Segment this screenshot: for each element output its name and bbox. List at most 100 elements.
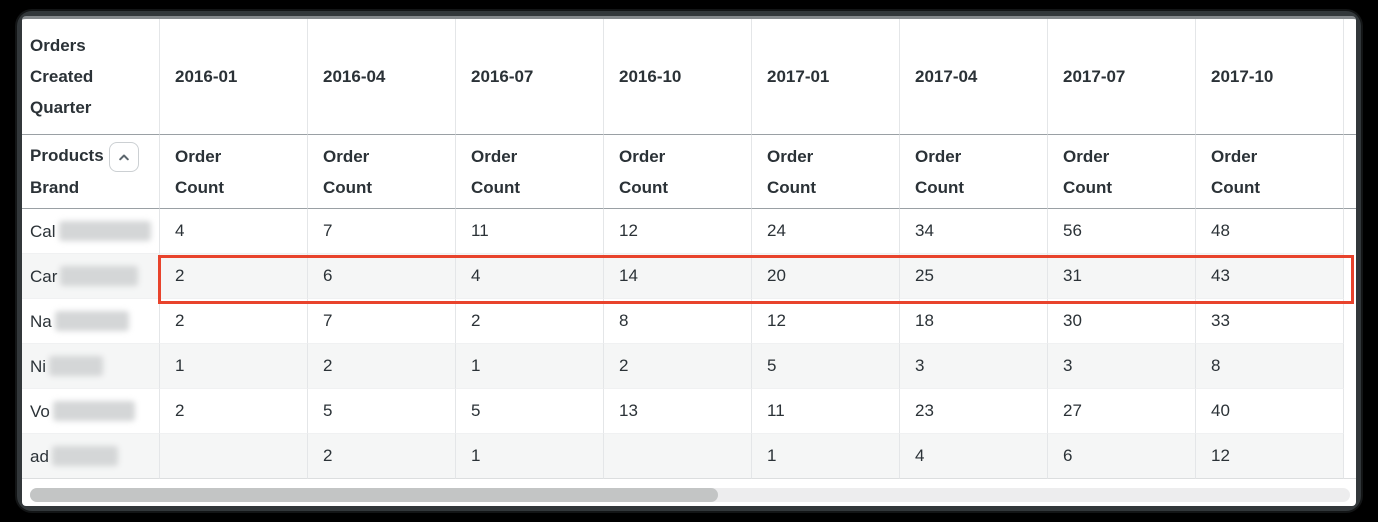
- value-cell[interactable]: 23: [900, 389, 1048, 434]
- value-cell[interactable]: 48: [1196, 209, 1344, 254]
- column-header-2017-07[interactable]: 2017-07: [1048, 19, 1196, 135]
- value-cell[interactable]: 11: [752, 389, 900, 434]
- value-cell[interactable]: 6: [1048, 434, 1196, 479]
- value-cell[interactable]: 30: [1048, 299, 1196, 344]
- value-cell[interactable]: 2: [160, 299, 308, 344]
- spacer-cell: [1344, 209, 1356, 254]
- value-cell[interactable]: 43: [1196, 254, 1344, 299]
- value-cell[interactable]: 4: [160, 209, 308, 254]
- spacer-cell: [1344, 344, 1356, 389]
- table-row: ad 2 1 1 4 6 12: [22, 434, 1356, 479]
- value-cell[interactable]: 27: [1048, 389, 1196, 434]
- column-header-2017-01[interactable]: 2017-01: [752, 19, 900, 135]
- measure-label: Order Count: [1211, 146, 1261, 197]
- measure-header[interactable]: Order Count: [752, 135, 900, 209]
- measure-header[interactable]: Order Count: [1048, 135, 1196, 209]
- value-cell[interactable]: 4: [900, 434, 1048, 479]
- value-cell[interactable]: 5: [308, 389, 456, 434]
- value-cell[interactable]: 33: [1196, 299, 1344, 344]
- measure-header[interactable]: Order Count: [1196, 135, 1344, 209]
- value-cell[interactable]: 12: [604, 209, 752, 254]
- brand-cell[interactable]: Car: [22, 254, 160, 299]
- brand-cell[interactable]: Cal: [22, 209, 160, 254]
- value-cell[interactable]: 40: [1196, 389, 1344, 434]
- brand-prefix: ad: [30, 446, 49, 466]
- value-cell[interactable]: 20: [752, 254, 900, 299]
- value-cell[interactable]: 18: [900, 299, 1048, 344]
- redacted-brand-text: [54, 310, 129, 331]
- value-cell[interactable]: 11: [456, 209, 604, 254]
- column-header-2016-07[interactable]: 2016-07: [456, 19, 604, 135]
- brand-cell[interactable]: Ni: [22, 344, 160, 389]
- window-frame: Orders Created Quarter 2016-01 2016-04 201…: [17, 11, 1361, 511]
- value-cell[interactable]: 2: [160, 254, 308, 299]
- measure-header[interactable]: Order Count: [160, 135, 308, 209]
- value-cell[interactable]: 13: [604, 389, 752, 434]
- value-cell[interactable]: 1: [456, 434, 604, 479]
- brand-cell[interactable]: Na: [22, 299, 160, 344]
- column-header-2017-10[interactable]: 2017-10: [1196, 19, 1344, 135]
- redacted-brand-text: [60, 265, 139, 286]
- value-cell[interactable]: 4: [456, 254, 604, 299]
- value-cell[interactable]: 7: [308, 209, 456, 254]
- column-header-2016-01[interactable]: 2016-01: [160, 19, 308, 135]
- value-cell[interactable]: 2: [160, 389, 308, 434]
- brand-prefix: Vo: [30, 401, 50, 421]
- pivot-table: Orders Created Quarter 2016-01 2016-04 201…: [22, 19, 1356, 479]
- column-header-2016-10[interactable]: 2016-10: [604, 19, 752, 135]
- value-cell[interactable]: [160, 434, 308, 479]
- redacted-brand-text: [51, 445, 118, 466]
- value-cell[interactable]: 3: [900, 344, 1048, 389]
- column-header-2016-04[interactable]: 2016-04: [308, 19, 456, 135]
- value-cell[interactable]: 14: [604, 254, 752, 299]
- brand-cell[interactable]: ad: [22, 434, 160, 479]
- value-cell[interactable]: 7: [308, 299, 456, 344]
- redacted-brand-text: [49, 355, 104, 376]
- value-cell[interactable]: 34: [900, 209, 1048, 254]
- value-cell[interactable]: 8: [604, 299, 752, 344]
- value-cell[interactable]: 24: [752, 209, 900, 254]
- value-cell[interactable]: 12: [1196, 434, 1344, 479]
- value-cell[interactable]: 56: [1048, 209, 1196, 254]
- column-header-2017-04[interactable]: 2017-04: [900, 19, 1048, 135]
- table-row: Vo 2 5 5 13 11 23 27 40: [22, 389, 1356, 434]
- corner-header[interactable]: Orders Created Quarter: [22, 19, 160, 135]
- value-cell[interactable]: 2: [308, 434, 456, 479]
- value-cell[interactable]: 1: [456, 344, 604, 389]
- horizontal-scrollbar-thumb[interactable]: [30, 488, 718, 502]
- measure-label: Order Count: [767, 146, 817, 197]
- row-dimension-header[interactable]: Products Brand: [22, 135, 160, 209]
- measure-header[interactable]: Order Count: [456, 135, 604, 209]
- redacted-brand-text: [52, 400, 135, 421]
- measure-header[interactable]: Order Count: [308, 135, 456, 209]
- value-cell[interactable]: 6: [308, 254, 456, 299]
- value-cell[interactable]: 1: [160, 344, 308, 389]
- measure-header[interactable]: Order Count: [900, 135, 1048, 209]
- horizontal-scrollbar-track[interactable]: [30, 488, 1350, 502]
- table-row: Cal 4 7 11 12 24 34 56 48: [22, 209, 1356, 254]
- spacer-cell: [1344, 389, 1356, 434]
- value-cell[interactable]: 2: [456, 299, 604, 344]
- measure-label: Order Count: [323, 146, 373, 197]
- value-cell[interactable]: 2: [604, 344, 752, 389]
- brand-cell[interactable]: Vo: [22, 389, 160, 434]
- value-cell[interactable]: 12: [752, 299, 900, 344]
- value-cell[interactable]: [604, 434, 752, 479]
- value-cell[interactable]: 25: [900, 254, 1048, 299]
- value-cell[interactable]: 5: [456, 389, 604, 434]
- value-cell[interactable]: 2: [308, 344, 456, 389]
- value-cell[interactable]: 8: [1196, 344, 1344, 389]
- value-cell[interactable]: 31: [1048, 254, 1196, 299]
- table-row: Car 2 6 4 14 20 25 31 43: [22, 254, 1356, 299]
- value-cell[interactable]: 5: [752, 344, 900, 389]
- measure-header[interactable]: Order Count: [604, 135, 752, 209]
- corner-header-label: Orders Created Quarter: [30, 36, 94, 117]
- measure-label: Order Count: [175, 146, 225, 197]
- brand-prefix: Na: [30, 311, 52, 331]
- table-row: Na 2 7 2 8 12 18 30 33: [22, 299, 1356, 344]
- value-cell[interactable]: 1: [752, 434, 900, 479]
- sort-chevron-button[interactable]: [108, 141, 139, 172]
- measure-label: Order Count: [1063, 146, 1113, 197]
- value-cell[interactable]: 3: [1048, 344, 1196, 389]
